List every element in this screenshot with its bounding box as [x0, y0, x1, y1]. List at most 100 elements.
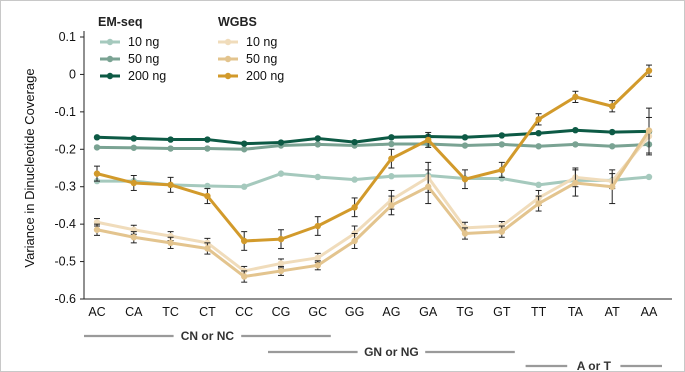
data-point — [167, 239, 174, 247]
data-point — [241, 183, 248, 190]
legend-item: 10 ng — [100, 35, 159, 49]
x-tick-label: AA — [641, 305, 658, 319]
y-axis-label: Variance in Dinucleotide Coverage — [22, 68, 37, 267]
data-point — [461, 230, 469, 237]
y-tick-label: -0.5 — [54, 255, 76, 269]
data-point — [351, 204, 358, 211]
grouping-label: A or T — [577, 359, 612, 372]
data-point — [425, 136, 432, 144]
data-point — [388, 202, 395, 209]
y-tick-label: -0.6 — [54, 292, 76, 306]
data-point — [93, 134, 101, 141]
y-tick-label: -0.1 — [54, 105, 76, 119]
legend-label: 200 ng — [128, 69, 166, 83]
data-point — [425, 183, 432, 190]
x-tick-label: CA — [125, 305, 143, 319]
legend-item: 10 ng — [218, 35, 277, 49]
data-point — [204, 192, 211, 200]
data-point — [314, 135, 321, 142]
legend-swatch-point — [224, 72, 232, 80]
data-point — [130, 135, 137, 142]
legend-item: 50 ng — [218, 52, 277, 66]
data-point — [241, 273, 248, 280]
data-point — [572, 179, 579, 187]
y-tick-label: -0.3 — [54, 180, 76, 194]
data-point — [204, 136, 211, 143]
x-tick-label: GT — [493, 305, 511, 319]
legend-label: 50 ng — [128, 52, 159, 66]
data-point — [535, 116, 542, 123]
data-point — [351, 176, 358, 183]
x-tick-label: GA — [419, 305, 438, 319]
y-tick-labels: -0.6 -0.5 -0.4 -0.3 -0.2 -0.1 0 0.1 — [54, 30, 76, 306]
data-point — [645, 67, 653, 74]
data-point — [535, 143, 542, 150]
data-point — [572, 126, 579, 134]
data-point — [388, 173, 395, 180]
x-tick-label: CT — [199, 305, 216, 319]
series-line — [96, 142, 650, 151]
data-point — [241, 146, 248, 153]
y-tick-label: -0.2 — [54, 142, 76, 156]
data-point — [167, 181, 174, 189]
data-point — [314, 254, 321, 262]
data-point — [388, 155, 395, 162]
series-line — [96, 128, 650, 146]
data-point — [130, 144, 137, 151]
series-line — [96, 129, 651, 279]
grouping-1: CN or NC — [84, 329, 331, 343]
category-groupings: CN or NC GN or NG A or T — [84, 329, 662, 372]
y-tick-label: 0.1 — [59, 30, 76, 44]
legend-swatch-point — [106, 38, 114, 46]
data-point — [93, 144, 101, 151]
x-tick-label: CG — [272, 305, 291, 319]
series-line — [96, 69, 651, 243]
series-em-seq-200ng — [93, 126, 653, 147]
data-point — [314, 222, 321, 230]
data-point — [498, 228, 505, 235]
data-point — [498, 141, 505, 148]
data-point — [130, 234, 137, 241]
series-wgbs-50ng — [93, 107, 653, 283]
x-tick-label: GG — [345, 305, 364, 319]
series-wgbs-200ng — [93, 64, 653, 251]
x-tick-label: GC — [308, 305, 327, 319]
data-point — [277, 260, 285, 267]
x-tick-label: CC — [235, 305, 253, 319]
x-tick-label: TC — [162, 305, 179, 319]
data-point — [277, 170, 285, 177]
data-point — [204, 145, 211, 152]
series-line — [97, 172, 650, 189]
data-point — [314, 141, 321, 148]
legend-swatch-point — [224, 55, 232, 63]
legend-label: 50 ng — [246, 52, 277, 66]
data-point — [351, 237, 358, 245]
data-point — [314, 262, 321, 269]
x-tick-label: AG — [382, 305, 400, 319]
legend-group-heading: EM-seq — [98, 15, 142, 29]
data-point — [130, 179, 137, 187]
data-point — [204, 245, 211, 252]
data-point — [277, 267, 285, 275]
data-point — [645, 127, 653, 134]
data-point — [241, 237, 248, 245]
x-tick-label: TA — [568, 305, 584, 319]
grouping-2: GN or NG — [268, 345, 515, 359]
grouping-label: GN or NG — [364, 345, 419, 359]
data-point — [241, 140, 248, 147]
data-point — [167, 136, 174, 143]
data-point — [572, 141, 579, 148]
data-point — [277, 139, 285, 146]
data-point — [204, 182, 211, 190]
legend-swatch-point — [224, 38, 232, 46]
y-tick-label: -0.4 — [54, 217, 76, 231]
x-tick-label: TT — [531, 305, 547, 319]
data-point — [609, 143, 616, 150]
x-tick-labels: AC CA TC CT CC CG GC GG AG GA TG GT TT TA AT AA — [88, 305, 658, 319]
data-point — [535, 129, 542, 137]
legend-label: 10 ng — [246, 35, 277, 49]
data-point — [572, 93, 579, 101]
legend: EM-seq 10 ng 50 ng 200 ng WGBS 10 ng 50 ng 200 … — [98, 15, 284, 83]
data-point — [461, 176, 469, 183]
